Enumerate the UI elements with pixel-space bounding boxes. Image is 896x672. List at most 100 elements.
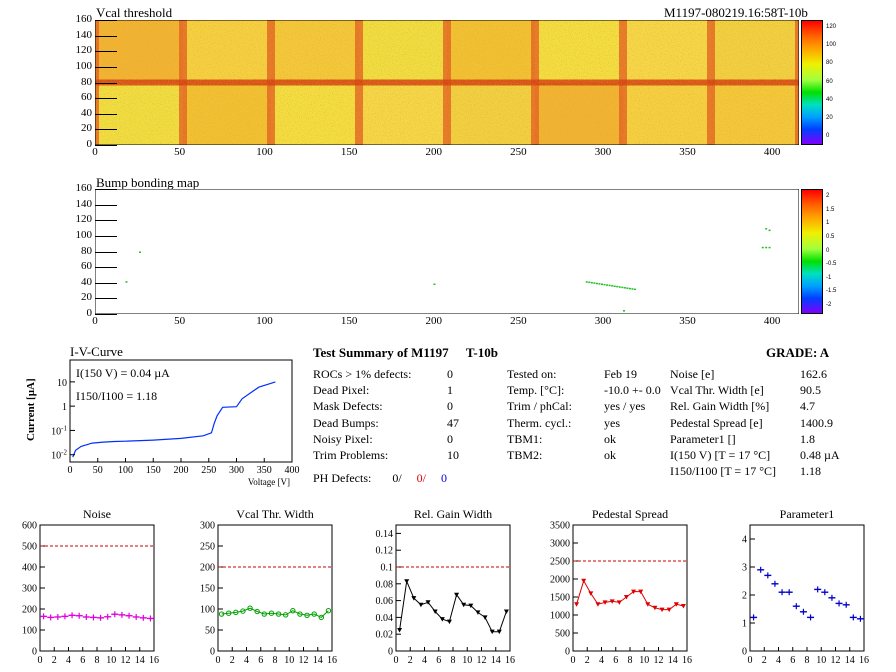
small-x-tick-label: 2 [230,655,235,666]
ph-defects-value-2: 0/ [416,471,427,485]
small-x-tick-label: 2 [52,655,57,666]
condition-label: Temp. [°C]: [507,383,565,398]
data-point [432,609,438,615]
dead-bump [606,284,609,286]
small-x-tick-label: 10 [462,655,472,666]
result-value: 1.8 [800,431,815,446]
data-point [297,611,303,617]
small-x-tick-label: 16 [682,655,692,666]
x-tick-label: 350 [679,146,696,158]
data-point [446,619,452,625]
y-tick-mark [95,204,117,206]
x-tick-label: 300 [594,315,612,327]
small-y-tick-label: 3000 [550,539,570,550]
data-point [304,612,310,619]
y-tick-label: 20 [81,291,92,304]
data-point [425,600,431,605]
colorbar-tick-label: 40 [826,96,833,103]
small-x-tick-label: 6 [790,655,795,666]
data-point [496,629,502,635]
ph-defects-value-1: 0/ [392,471,402,485]
y-tick-label: 100 [75,59,93,72]
y-tick-label: 40 [81,275,92,288]
dead-bump [765,246,768,249]
y-tick-mark [95,220,117,222]
vcal-threshold-title: Vcal threshold [96,5,173,20]
small-plot-title: Rel. Gain Width [414,507,492,521]
data-point [638,589,644,595]
data-point [673,602,679,607]
colorbar-tick-label: 80 [826,60,833,67]
data-point [616,600,622,605]
x-tick-label: 100 [256,146,273,158]
dead-bump [125,281,128,283]
y-tick-mark [95,298,117,300]
result-value: 4.7 [800,399,815,414]
small-y-tick-label: 0.08 [376,579,394,590]
small-x-tick-label: 12 [654,655,664,666]
x-tick-label: 300 [594,146,612,158]
y-tick-label: 140 [75,28,93,41]
vcal-threshold-heatmap [95,20,799,145]
result-label: I(150 V) [T = 17 °C] [670,448,771,462]
summary-title-text: Test Summary of M1197 [313,345,449,360]
small-y-tick-label: 0 [742,647,747,658]
summary-row-label: Dead Pixel: [313,383,370,398]
y-tick-label: 140 [75,197,93,210]
dead-bump [768,229,771,232]
iv-x-tick-label: 150 [146,465,161,476]
small-x-tick-label: 8 [451,655,456,666]
dead-bump [601,283,603,286]
small-x-tick-label: 14 [668,655,678,666]
dead-bump [139,251,141,253]
small-y-tick-label: 0.02 [376,630,394,641]
data-point [659,607,665,613]
result-value: 90.5 [800,383,821,398]
small-y-tick-label: 2000 [550,575,570,586]
y-tick-label: 60 [81,260,92,273]
small-x-tick-label: 8 [628,655,633,666]
small-y-tick-label: 250 [200,542,215,553]
condition-value: Feb 19 [604,367,637,381]
dead-bump [768,246,771,249]
small-y-tick-label: 2 [742,591,747,602]
dead-bump [626,287,629,289]
data-point [282,612,289,618]
small-x-tick-label: 0 [216,655,221,666]
y-tick-mark [95,20,117,21]
colorbar-tick-label: -1.5 [826,288,837,295]
summary-row-label: Trim Problems: [313,448,389,462]
colorbar-tick-label: -0.5 [826,261,837,268]
iv-title: I-V-Curve [70,344,123,359]
small-y-tick-label: 150 [200,584,215,595]
bump-map-title: Bump bonding map [96,175,200,190]
colorbar-tick-label: 100 [826,42,837,49]
small-y-tick-label: 4 [742,535,747,546]
result-label: Vcal Thr. Width [e] [670,383,764,398]
small-x-tick-label: 10 [106,655,116,666]
summary-row-value: 0 [447,367,453,381]
small-y-tick-label: 100 [200,605,215,616]
small-x-tick-label: 6 [436,655,441,666]
small-x-tick-label: 4 [66,655,71,666]
x-tick-label: 0 [92,315,98,327]
dead-bump [593,282,596,284]
small-plot-title: Noise [83,507,111,521]
iv-y-exp: -2 [61,449,67,457]
small-y-tick-label: 0 [565,647,570,658]
summary-row-label: Noisy Pixel: [313,431,373,446]
small-x-tick-label: 14 [491,655,501,666]
small-x-tick-label: 16 [859,655,869,666]
small-x-tick-label: 2 [585,655,590,666]
data-point [666,607,672,613]
data-point [411,596,417,601]
dead-bump [598,283,601,285]
small-x-tick-label: 14 [313,655,323,666]
iv-y-label: Current [µA] [25,378,37,441]
dead-bump [603,283,606,286]
small-y-tick-label: 0.06 [376,596,394,607]
result-value: 162.6 [800,367,827,381]
data-point [468,603,474,609]
small-x-tick-label: 0 [394,655,399,666]
result-label: Pedestal Spread [e] [670,415,763,430]
